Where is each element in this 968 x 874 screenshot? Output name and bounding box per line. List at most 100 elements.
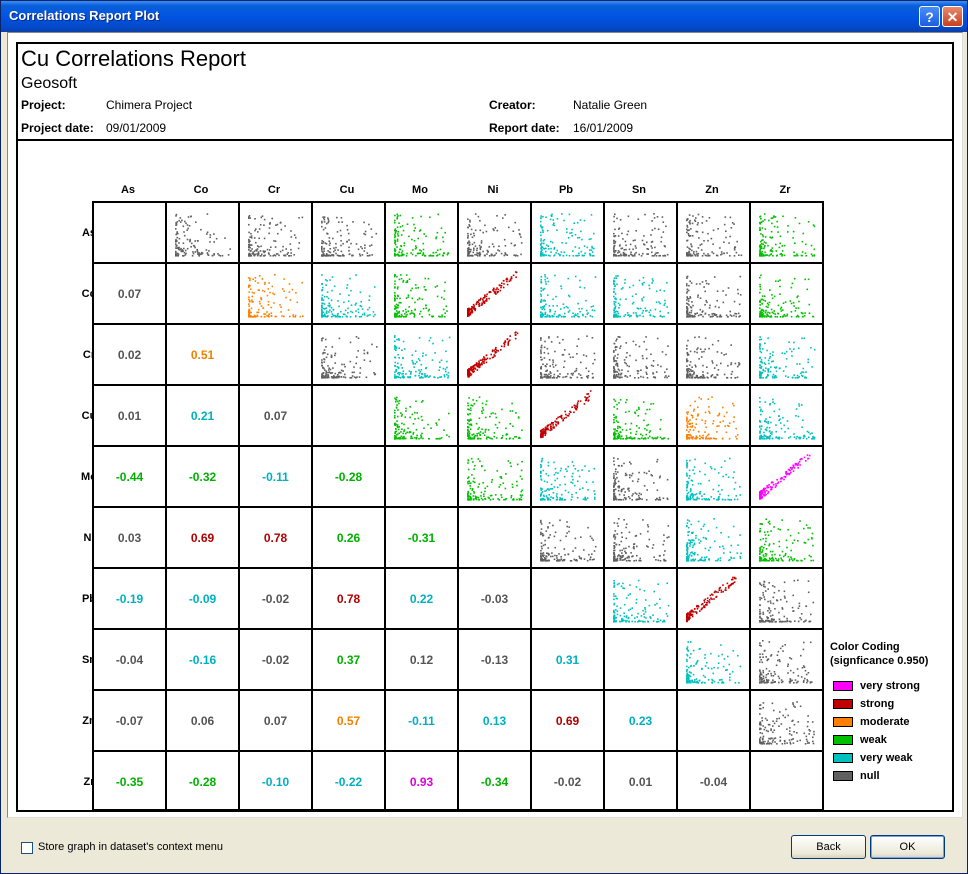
scatter-point — [686, 231, 688, 234]
scatter-point — [433, 376, 435, 378]
scatter-point — [340, 234, 342, 237]
scatter-point — [556, 370, 559, 372]
scatter-point — [468, 438, 470, 440]
scatter-point — [540, 279, 542, 281]
scatter-point — [502, 279, 505, 282]
scatter-point — [507, 460, 510, 462]
scatter-point — [686, 374, 689, 376]
scatter-point — [728, 242, 730, 244]
scatter-point — [760, 253, 763, 255]
scatter-point — [708, 307, 711, 309]
scatter-point — [467, 315, 469, 317]
scatter-point — [471, 306, 474, 308]
scatter-point — [813, 225, 816, 228]
scatter-point — [545, 428, 547, 431]
scatter-point — [540, 478, 542, 480]
scatter-point — [357, 308, 360, 311]
scatter-point — [472, 371, 475, 373]
scatter-point — [489, 499, 492, 501]
scatter-point — [262, 307, 264, 309]
scatter-point — [181, 249, 183, 251]
scatter-point — [470, 424, 473, 427]
scatter-point — [762, 243, 764, 245]
scatter-point — [641, 312, 644, 314]
scatter-point — [327, 369, 330, 371]
scatter-point — [470, 482, 472, 484]
scatter-point — [641, 437, 643, 439]
scatter-point — [400, 363, 402, 366]
scatter-point — [482, 250, 484, 253]
scatter-point — [716, 351, 719, 353]
close-icon[interactable]: ✕ — [942, 6, 963, 27]
scatter-point — [510, 242, 513, 245]
scatter-point — [410, 310, 413, 312]
scatter-point — [360, 300, 362, 303]
scatter-point — [549, 499, 552, 501]
scatter-point — [802, 375, 804, 377]
scatter-point — [559, 497, 561, 499]
scatter-point — [583, 254, 585, 257]
scatter-point — [716, 316, 718, 318]
scatter-point — [771, 433, 773, 435]
scatter-point — [769, 352, 772, 355]
scatter-point — [476, 247, 478, 250]
scatter-point — [469, 498, 471, 501]
scatter-point — [689, 235, 692, 237]
scatter-point — [545, 489, 548, 492]
scatter-point — [499, 289, 502, 292]
scatter-point — [587, 393, 590, 395]
scatter-point — [691, 426, 693, 428]
scatter-point — [651, 220, 653, 222]
scatter-point — [701, 255, 704, 257]
title-bar[interactable]: Correlations Report Plot ? ✕ — [1, 1, 967, 32]
scatter-point — [800, 311, 803, 314]
scatter-point — [613, 232, 615, 235]
scatter-point — [270, 315, 273, 317]
scatter-point — [402, 438, 405, 440]
scatter-point — [180, 221, 182, 223]
scatter-point — [334, 362, 336, 364]
scatter-point — [289, 315, 291, 318]
scatter-point — [482, 409, 485, 411]
scatter-point — [540, 306, 542, 309]
scatter-point — [613, 460, 615, 462]
scatter-point — [252, 278, 254, 281]
scatter-point — [515, 435, 518, 438]
scatter-point — [366, 352, 369, 355]
scatter-point — [770, 421, 772, 424]
scatter-point — [335, 242, 337, 245]
scatter-point — [467, 237, 469, 239]
scatter-point — [765, 376, 768, 379]
scatter-point — [557, 375, 559, 378]
scatter-thumbnail — [613, 336, 670, 379]
help-icon[interactable]: ? — [919, 6, 940, 27]
scatter-point — [413, 313, 415, 315]
scatter-point — [775, 430, 777, 433]
scatter-point — [701, 222, 704, 224]
scatter-point — [543, 346, 546, 349]
scatter-point — [281, 288, 284, 290]
scatter-point — [557, 422, 560, 424]
scatter-point — [762, 489, 764, 492]
scatter-point — [708, 254, 711, 257]
scatter-point — [799, 458, 801, 461]
scatter-point — [394, 346, 396, 348]
scatter-point — [249, 254, 251, 257]
scatter-point — [446, 360, 448, 363]
scatter-point — [329, 279, 331, 281]
scatter-point — [769, 253, 772, 256]
scatter-point — [797, 307, 800, 309]
scatter-point — [480, 495, 482, 497]
scatter-point — [795, 316, 798, 318]
scatter-point — [740, 254, 743, 257]
scatter-point — [771, 247, 774, 249]
scatter-point — [401, 225, 404, 227]
scatter-point — [397, 400, 399, 403]
scatter-point — [736, 376, 739, 379]
scatter-point — [396, 433, 398, 436]
scatter-point — [483, 360, 485, 363]
scatter-point — [796, 253, 798, 255]
scatter-point — [198, 252, 201, 254]
scatter-point — [175, 247, 177, 249]
scatter-point — [554, 310, 556, 313]
